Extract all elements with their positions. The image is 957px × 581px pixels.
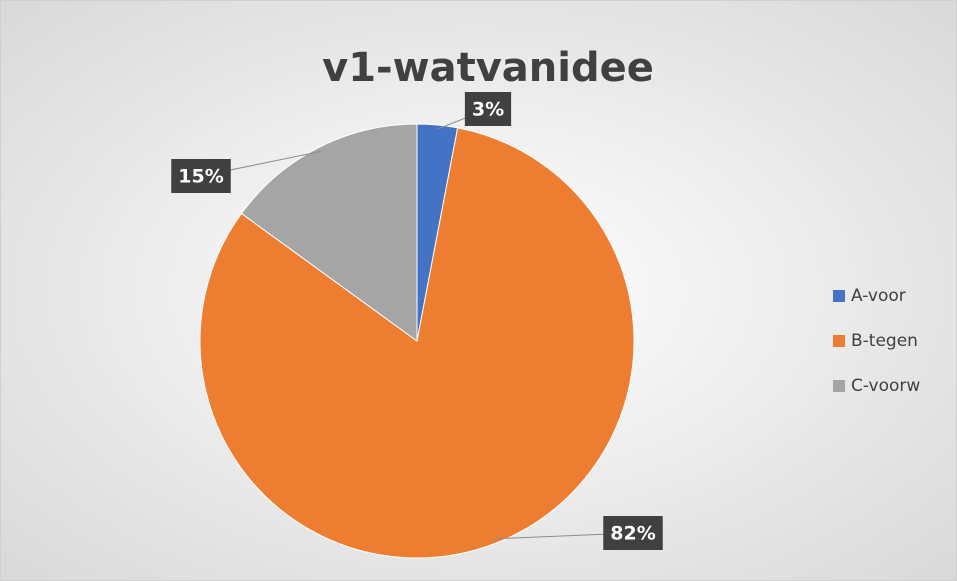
data-label-box xyxy=(171,159,231,193)
legend-label: A-voor xyxy=(851,286,906,306)
legend-swatch xyxy=(833,335,845,347)
legend-label: B-tegen xyxy=(851,331,918,351)
data-label: 15% xyxy=(178,166,223,188)
data-label: 3% xyxy=(472,99,504,121)
pie-slice xyxy=(240,123,418,342)
data-label: 82% xyxy=(610,523,655,545)
legend-swatch xyxy=(833,380,845,392)
chart-title: v1-watvanidee xyxy=(322,45,654,91)
data-label-box xyxy=(603,516,663,550)
data-label-box xyxy=(464,92,512,126)
legend-swatch xyxy=(833,290,845,302)
legend-label: C-voorw xyxy=(851,376,920,396)
pie-slice xyxy=(199,127,635,559)
